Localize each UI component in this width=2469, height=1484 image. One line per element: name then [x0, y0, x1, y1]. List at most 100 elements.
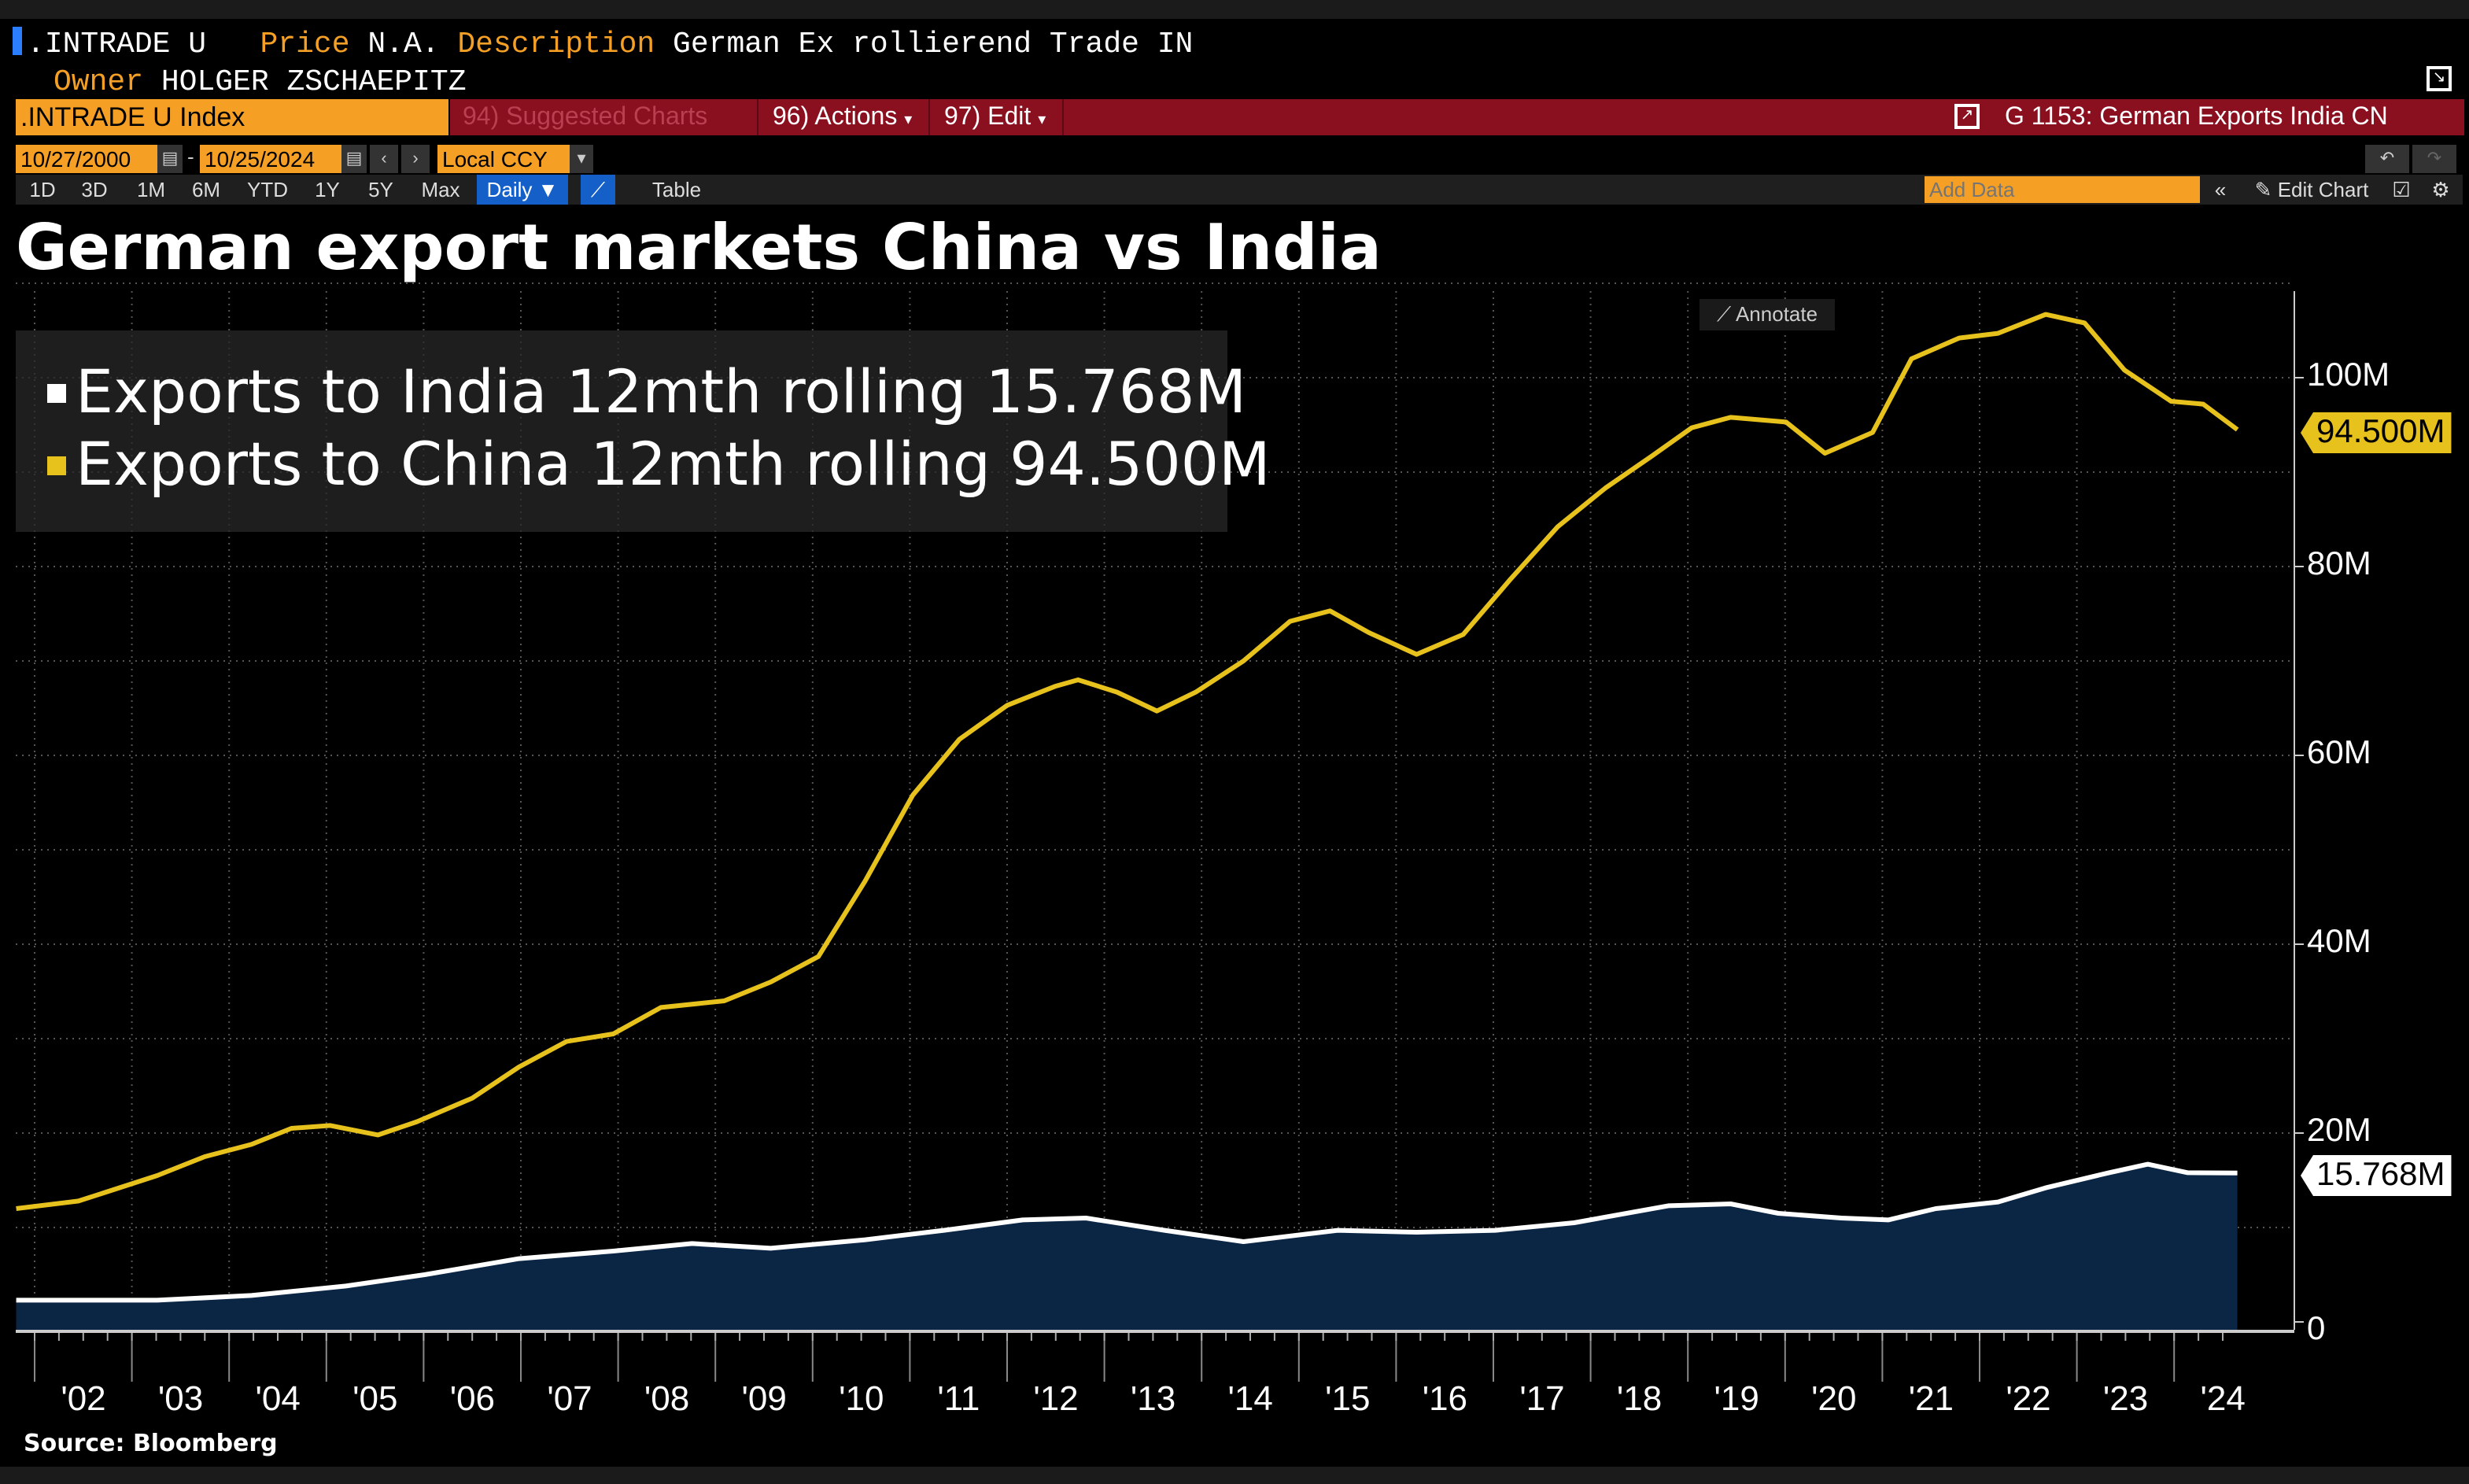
chevron-left-icon[interactable]: ‹: [370, 145, 398, 173]
description-value: German Ex rollierend Trade IN: [673, 27, 1194, 61]
x-tick-label: '05: [352, 1379, 398, 1418]
x-tick-label: '08: [644, 1379, 690, 1418]
x-tick-label: '18: [1616, 1379, 1663, 1418]
actions-label: 96) Actions: [773, 104, 898, 131]
x-tick-label: '03: [157, 1379, 204, 1418]
x-tick-label: '16: [1422, 1379, 1468, 1418]
range-3d[interactable]: 3D: [81, 178, 108, 201]
x-tick-label: '09: [741, 1379, 787, 1418]
price-value: N.A.: [367, 27, 440, 61]
y-tick-label: 20M: [2307, 1113, 2371, 1149]
gear-icon[interactable]: ⚙: [2431, 178, 2450, 201]
chevron-down-icon[interactable]: ▾: [570, 145, 593, 173]
annotate-button[interactable]: ⟋ Annotate: [1700, 299, 1835, 330]
x-tick-label: '15: [1325, 1379, 1371, 1418]
edit-menu[interactable]: 97) Edit ▾: [932, 99, 1064, 135]
range-5y[interactable]: 5Y: [368, 178, 393, 201]
y-tick-label: 0: [2307, 1311, 2326, 1347]
legend-label: Exports to India 12mth rolling: [76, 357, 967, 426]
external-link-icon[interactable]: ↗: [1954, 104, 1980, 129]
range-6m[interactable]: 6M: [191, 178, 221, 201]
undo-icon[interactable]: ↶: [2365, 145, 2409, 173]
suggested-charts-menu[interactable]: 94) Suggested Charts: [450, 99, 758, 135]
security-color-marker: [13, 27, 22, 55]
x-tick-label: '22: [2006, 1379, 2051, 1418]
annotation-icon[interactable]: ☑: [2392, 178, 2411, 201]
india-area-fill: [16, 1164, 2238, 1330]
range-1y[interactable]: 1Y: [315, 178, 340, 201]
add-data-input[interactable]: [1925, 176, 2200, 203]
edit-chart-button[interactable]: ✎ Edit Chart: [2241, 175, 2382, 205]
annotate-icon: ⟋: [1716, 302, 1732, 326]
range-ytd[interactable]: YTD: [247, 178, 288, 201]
owner-label: Owner: [54, 65, 144, 99]
x-tick-label: '13: [1130, 1379, 1176, 1418]
legend-swatch-china: [47, 456, 66, 475]
x-tick-label: '17: [1519, 1379, 1565, 1418]
legend-value: 15.768M: [985, 357, 1247, 426]
edit-label: 97) Edit: [944, 104, 1032, 131]
date-separator: -: [187, 145, 194, 168]
range-max[interactable]: Max: [421, 178, 460, 201]
top-strip: [0, 0, 2469, 19]
legend-item-china[interactable]: Exports to China 12mth rolling 94.500M: [47, 430, 1271, 499]
range-1m[interactable]: 1M: [136, 178, 166, 201]
y-tick-label: 80M: [2307, 546, 2371, 582]
actions-menu[interactable]: 96) Actions ▾: [760, 99, 930, 135]
calendar-icon[interactable]: ▤: [157, 145, 183, 173]
edit-chart-label: Edit Chart: [2277, 178, 2369, 201]
security-header: .INTRADE U Price N.A. Description German…: [13, 27, 1193, 61]
y-tick-label: 40M: [2307, 924, 2371, 960]
annotate-label: Annotate: [1735, 302, 1818, 326]
x-tick-label: '07: [547, 1379, 592, 1418]
currency-select[interactable]: Local CCY: [437, 145, 570, 173]
x-tick-label: '23: [2102, 1379, 2149, 1418]
function-bar: [450, 99, 2464, 135]
ticker: .INTRADE U: [27, 27, 207, 61]
chart-title: German export markets China vs India: [16, 212, 1382, 285]
legend-value: 94.500M: [1009, 430, 1271, 499]
x-tick-label: '14: [1227, 1379, 1273, 1418]
x-tick-label: '24: [2200, 1379, 2246, 1418]
x-tick-label: '04: [255, 1379, 301, 1418]
legend-swatch-india: [47, 384, 66, 403]
chart-type-icon[interactable]: ⟋: [581, 175, 615, 205]
chevron-right-icon[interactable]: ›: [401, 145, 430, 173]
last-value-tag-india: 15.768M: [2301, 1155, 2452, 1196]
legend: [16, 330, 1227, 532]
popout-icon[interactable]: ↘: [2427, 66, 2452, 91]
x-tick-label: '10: [839, 1379, 884, 1418]
collapse-icon[interactable]: «: [2214, 178, 2227, 201]
legend-label: Exports to China 12mth rolling: [76, 430, 991, 499]
range-1d[interactable]: 1D: [29, 178, 56, 201]
price-label: Price: [260, 27, 350, 61]
chart-reference[interactable]: G 1153: German Exports India CN: [2005, 104, 2388, 131]
x-tick-label: '02: [61, 1379, 106, 1418]
y-tick-label: 60M: [2307, 735, 2371, 771]
frequency-select[interactable]: Daily ▼: [477, 175, 568, 205]
x-tick-label: '19: [1714, 1379, 1759, 1418]
security-input[interactable]: .INTRADE U Index: [16, 99, 448, 135]
owner-line: Owner HOLGER ZSCHAEPITZ: [54, 65, 467, 99]
end-date-input[interactable]: 10/25/2024: [200, 145, 341, 173]
last-value-tag-china: 94.500M: [2301, 412, 2452, 453]
legend-item-india[interactable]: Exports to India 12mth rolling 15.768M: [47, 357, 1246, 426]
x-tick-label: '06: [449, 1379, 496, 1418]
pencil-icon: ✎: [2254, 178, 2272, 201]
x-tick-label: '11: [937, 1379, 980, 1418]
x-tick-label: '20: [1811, 1379, 1857, 1418]
description-label: Description: [457, 27, 655, 61]
calendar-icon[interactable]: ▤: [341, 145, 367, 173]
y-tick-label: 100M: [2307, 357, 2390, 393]
china-series-line: [16, 312, 2239, 1211]
table-button[interactable]: Table: [651, 178, 702, 201]
x-tick-label: '12: [1033, 1379, 1079, 1418]
owner-value: HOLGER ZSCHAEPITZ: [161, 65, 467, 99]
india-series-line: [16, 1161, 2238, 1303]
redo-icon[interactable]: ↷: [2412, 145, 2456, 173]
start-date-input[interactable]: 10/27/2000: [16, 145, 157, 173]
source-note: Source: Bloomberg: [24, 1429, 278, 1457]
x-tick-label: '21: [1908, 1379, 1954, 1418]
